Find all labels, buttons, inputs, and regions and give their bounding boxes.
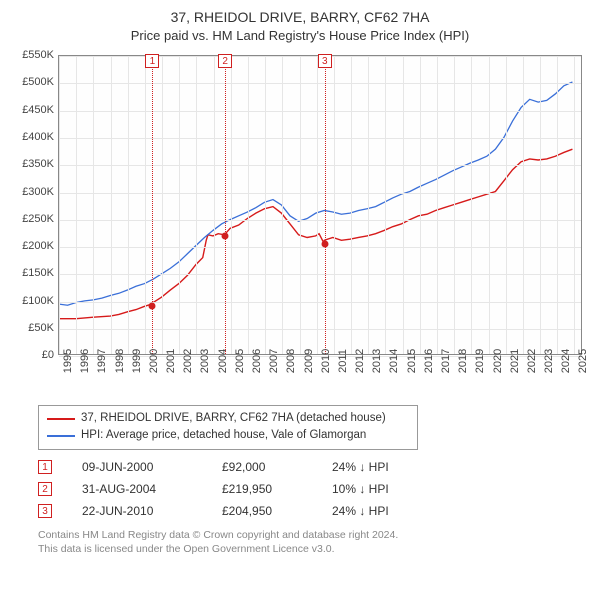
event-price: £204,950 bbox=[222, 504, 302, 518]
event-row: 2 31-AUG-2004 £219,950 10% ↓ HPI bbox=[38, 478, 590, 500]
x-tick-label: 2002 bbox=[182, 349, 194, 373]
legend-label-property: 37, RHEIDOL DRIVE, BARRY, CF62 7HA (deta… bbox=[81, 410, 386, 427]
event-marker: 3 bbox=[318, 54, 332, 68]
x-tick-label: 2000 bbox=[148, 349, 160, 373]
attribution-line1: Contains HM Land Registry data © Crown c… bbox=[38, 528, 590, 542]
x-tick-label: 2008 bbox=[285, 349, 297, 373]
event-dot bbox=[222, 233, 229, 240]
y-tick-label: £400K bbox=[22, 131, 54, 143]
line-layer bbox=[59, 56, 581, 354]
event-line bbox=[225, 56, 226, 354]
x-tick-label: 2016 bbox=[423, 349, 435, 373]
x-tick-label: 2024 bbox=[560, 349, 572, 373]
legend-swatch-hpi bbox=[47, 435, 75, 437]
event-delta: 24% ↓ HPI bbox=[332, 460, 432, 474]
event-date: 09-JUN-2000 bbox=[82, 460, 192, 474]
x-tick-label: 2013 bbox=[371, 349, 383, 373]
x-tick-label: 2018 bbox=[457, 349, 469, 373]
event-number: 2 bbox=[38, 482, 52, 496]
chart-title: 37, RHEIDOL DRIVE, BARRY, CF62 7HA bbox=[10, 8, 590, 26]
event-price: £219,950 bbox=[222, 482, 302, 496]
series-property bbox=[59, 149, 572, 319]
event-delta: 10% ↓ HPI bbox=[332, 482, 432, 496]
x-tick-label: 2025 bbox=[577, 349, 589, 373]
legend-label-hpi: HPI: Average price, detached house, Vale… bbox=[81, 427, 366, 444]
x-tick-label: 2004 bbox=[217, 349, 229, 373]
y-tick-label: £100K bbox=[22, 295, 54, 307]
plot-area: 1 2 3 bbox=[58, 55, 582, 355]
y-tick-label: £0 bbox=[42, 349, 54, 361]
x-tick-label: 2021 bbox=[509, 349, 521, 373]
y-tick-label: £500K bbox=[22, 76, 54, 88]
x-tick-label: 1999 bbox=[131, 349, 143, 373]
y-tick-label: £550K bbox=[22, 49, 54, 61]
x-tick-label: 2023 bbox=[543, 349, 555, 373]
y-tick-label: £150K bbox=[22, 267, 54, 279]
event-row: 3 22-JUN-2010 £204,950 24% ↓ HPI bbox=[38, 500, 590, 522]
x-tick-label: 2009 bbox=[303, 349, 315, 373]
event-date: 22-JUN-2010 bbox=[82, 504, 192, 518]
chart-subtitle: Price paid vs. HM Land Registry's House … bbox=[10, 28, 590, 43]
events-table: 1 09-JUN-2000 £92,000 24% ↓ HPI 2 31-AUG-2004… bbox=[38, 456, 590, 522]
x-tick-label: 2017 bbox=[440, 349, 452, 373]
x-tick-label: 2010 bbox=[320, 349, 332, 373]
x-tick-label: 2012 bbox=[354, 349, 366, 373]
legend-item-property: 37, RHEIDOL DRIVE, BARRY, CF62 7HA (deta… bbox=[47, 410, 409, 427]
legend: 37, RHEIDOL DRIVE, BARRY, CF62 7HA (deta… bbox=[38, 405, 418, 450]
x-tick-label: 2020 bbox=[492, 349, 504, 373]
x-tick-label: 2014 bbox=[388, 349, 400, 373]
x-tick-label: 1996 bbox=[79, 349, 91, 373]
x-tick-label: 1997 bbox=[96, 349, 108, 373]
x-tick-label: 1998 bbox=[114, 349, 126, 373]
event-marker: 2 bbox=[218, 54, 232, 68]
x-tick-label: 1995 bbox=[62, 349, 74, 373]
x-tick-label: 2019 bbox=[474, 349, 486, 373]
x-tick-label: 2022 bbox=[526, 349, 538, 373]
event-dot bbox=[149, 303, 156, 310]
x-tick-label: 2011 bbox=[337, 349, 349, 373]
event-marker: 1 bbox=[145, 54, 159, 68]
y-tick-label: £350K bbox=[22, 158, 54, 170]
legend-item-hpi: HPI: Average price, detached house, Vale… bbox=[47, 427, 409, 444]
y-tick-label: £300K bbox=[22, 186, 54, 198]
x-tick-label: 2006 bbox=[251, 349, 263, 373]
event-delta: 24% ↓ HPI bbox=[332, 504, 432, 518]
y-tick-label: £200K bbox=[22, 240, 54, 252]
attribution: Contains HM Land Registry data © Crown c… bbox=[38, 528, 590, 556]
event-number: 3 bbox=[38, 504, 52, 518]
y-tick-label: £50K bbox=[28, 322, 54, 334]
event-line bbox=[325, 56, 326, 354]
y-tick-label: £450K bbox=[22, 104, 54, 116]
x-tick-label: 2001 bbox=[165, 349, 177, 373]
x-tick-label: 2015 bbox=[406, 349, 418, 373]
x-tick-label: 2003 bbox=[199, 349, 211, 373]
x-tick-label: 2005 bbox=[234, 349, 246, 373]
y-tick-label: £250K bbox=[22, 213, 54, 225]
series-hpi bbox=[59, 82, 572, 305]
event-price: £92,000 bbox=[222, 460, 302, 474]
chart: 1 2 3 £0 £50K £100K £150K £200K £250K £300K £350K… bbox=[10, 51, 590, 401]
event-number: 1 bbox=[38, 460, 52, 474]
event-row: 1 09-JUN-2000 £92,000 24% ↓ HPI bbox=[38, 456, 590, 478]
x-tick-label: 2007 bbox=[268, 349, 280, 373]
attribution-line2: This data is licensed under the Open Gov… bbox=[38, 542, 590, 556]
event-date: 31-AUG-2004 bbox=[82, 482, 192, 496]
legend-swatch-property bbox=[47, 418, 75, 420]
event-dot bbox=[321, 241, 328, 248]
